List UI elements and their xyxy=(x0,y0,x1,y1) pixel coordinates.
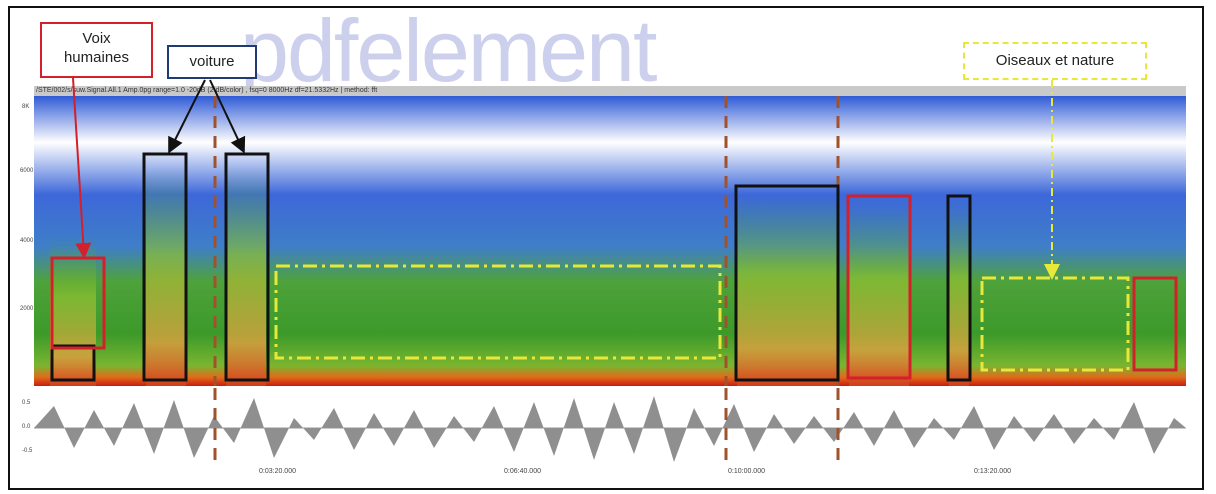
car-box xyxy=(142,152,188,382)
hot-band xyxy=(737,196,837,386)
spectrogram-y-tick: 8K xyxy=(22,104,30,110)
car-box xyxy=(224,152,270,382)
time-axis-tick: 0:03:20.000 xyxy=(259,468,296,475)
waveform-y-tick: 0.5 xyxy=(22,400,31,406)
nature-label: Oiseaux et nature xyxy=(995,52,1115,69)
hot-band xyxy=(949,206,969,386)
nature-box xyxy=(274,264,722,360)
time-axis-tick: 0:13:20.000 xyxy=(974,468,1011,475)
voices-label-box: Voix humaines xyxy=(40,22,153,78)
car-label: voiture xyxy=(189,53,235,70)
voices-label-line1: Voix xyxy=(82,30,111,47)
spectrogram-title-bar: /STE/002/s/suw.Signal.All.1 Amp.0pg rang… xyxy=(34,86,1186,96)
car-box xyxy=(946,194,972,382)
hot-band xyxy=(50,236,96,386)
car-box xyxy=(734,184,840,382)
voice-box xyxy=(1132,276,1178,372)
spectrogram-y-tick: 2000 xyxy=(20,306,34,312)
waveform xyxy=(34,388,1186,468)
voices-label-line2: humaines xyxy=(63,49,130,66)
time-axis-tick: 0:10:00.000 xyxy=(728,468,765,475)
spectrogram-y-tick: 4000 xyxy=(20,238,34,244)
spectrogram-y-tick: 6000 xyxy=(20,168,34,174)
hot-band xyxy=(849,206,909,386)
nature-label-box: Oiseaux et nature xyxy=(963,42,1147,80)
waveform-y-tick: 0.0 xyxy=(22,424,31,430)
car-label-box: voiture xyxy=(167,45,257,79)
car-arrow xyxy=(168,79,206,154)
voice-box xyxy=(846,194,912,380)
hot-band xyxy=(146,166,186,386)
time-axis: 0:03:20.000 0:06:40.000 0:10:00.000 0:13… xyxy=(34,468,1186,480)
car-arrow xyxy=(209,79,246,154)
voice-arrow xyxy=(72,77,92,259)
car-box xyxy=(50,344,96,382)
time-axis-tick: 0:06:40.000 xyxy=(504,468,541,475)
waveform-y-tick: -0.5 xyxy=(22,448,33,454)
waveform-trace xyxy=(34,396,1186,462)
hot-band xyxy=(226,166,266,386)
spectrogram xyxy=(34,96,1186,386)
